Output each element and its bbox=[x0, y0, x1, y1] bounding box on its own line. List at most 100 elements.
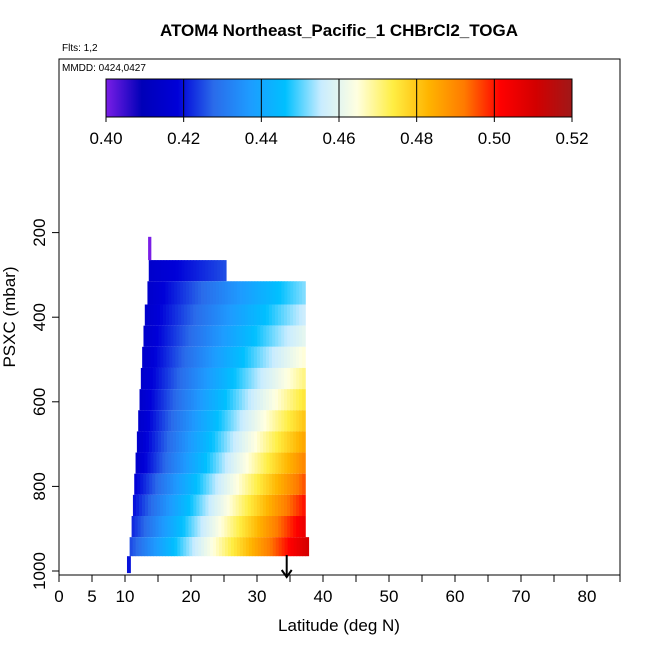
heatmap-cell bbox=[164, 473, 168, 495]
heatmap-cell bbox=[205, 304, 209, 326]
heatmap-cell bbox=[278, 367, 282, 390]
heatmap-cell bbox=[224, 325, 228, 347]
heatmap-cell bbox=[143, 516, 148, 538]
heatmap-cell bbox=[189, 281, 193, 305]
heatmap-cell bbox=[202, 346, 207, 368]
heatmap-cell bbox=[217, 260, 221, 282]
heatmap-cell bbox=[188, 516, 193, 538]
heatmap-cell bbox=[214, 389, 219, 411]
heatmap-cell bbox=[305, 537, 310, 557]
heatmap-cell bbox=[239, 325, 243, 347]
heatmap-cell bbox=[242, 431, 246, 453]
heatmap-cell bbox=[170, 367, 175, 390]
heatmap-cell bbox=[150, 537, 155, 557]
heatmap-cell bbox=[248, 367, 252, 390]
heatmap-cell bbox=[281, 281, 285, 305]
heatmap-cell bbox=[212, 516, 216, 538]
heatmap-cell bbox=[208, 260, 212, 282]
heatmap-cell bbox=[198, 281, 202, 305]
heatmap-cell bbox=[160, 389, 165, 411]
heatmap-cell bbox=[290, 473, 294, 495]
heatmap-cell bbox=[173, 516, 178, 538]
heatmap-cell bbox=[233, 537, 238, 557]
heatmap-cell bbox=[217, 389, 222, 411]
heatmap-cell bbox=[203, 516, 208, 538]
heatmap-cell bbox=[251, 325, 255, 347]
heatmap-cell bbox=[202, 389, 207, 411]
heatmap-cell bbox=[169, 494, 173, 517]
heatmap-cell bbox=[278, 281, 282, 305]
heatmap-cell bbox=[278, 431, 282, 453]
heatmap-cell bbox=[146, 516, 151, 538]
heatmap-cell bbox=[151, 260, 156, 282]
heatmap-cell bbox=[167, 367, 172, 390]
heatmap-cell bbox=[185, 325, 189, 347]
heatmap-cell bbox=[263, 516, 267, 538]
heatmap-cell bbox=[238, 494, 243, 517]
heatmap-cell bbox=[239, 281, 244, 305]
heatmap-cell bbox=[189, 452, 193, 474]
heatmap-cell bbox=[206, 516, 211, 538]
chart-title: ATOM4 Northeast_Pacific_1 CHBrCl2_TOGA bbox=[160, 21, 518, 40]
heatmap-cell bbox=[233, 325, 237, 347]
heatmap-cell bbox=[263, 452, 268, 474]
heatmap-cell bbox=[199, 389, 204, 411]
heatmap-cell bbox=[248, 473, 252, 495]
heatmap-cell bbox=[201, 281, 205, 305]
x-axis: 0 5 10 20 30 40 50 60 70 80 bbox=[54, 575, 621, 606]
heatmap-cell bbox=[189, 537, 193, 557]
heatmap-cell bbox=[180, 537, 184, 557]
heatmap-cell bbox=[178, 494, 182, 517]
heatmap-cell bbox=[208, 494, 213, 517]
heatmap-cell bbox=[194, 367, 199, 390]
heatmap-cell bbox=[302, 281, 306, 305]
heatmap-cell bbox=[205, 494, 210, 517]
heatmap-cell bbox=[171, 410, 175, 432]
heatmap-cell bbox=[250, 389, 255, 411]
heatmap-cell bbox=[191, 516, 196, 538]
heatmap-cell bbox=[284, 325, 288, 347]
heatmap-cell bbox=[157, 431, 162, 453]
heatmap-cell bbox=[156, 304, 161, 326]
heatmap-cell bbox=[209, 367, 214, 390]
heatmap-cell bbox=[293, 473, 297, 495]
heatmap-cell bbox=[185, 473, 189, 495]
heatmap-cell bbox=[211, 260, 215, 282]
heatmap-cell bbox=[162, 304, 167, 326]
heatmap-cell bbox=[168, 452, 172, 474]
heatmap-cell bbox=[158, 516, 163, 538]
heatmap-cell bbox=[293, 367, 297, 390]
heatmap-cell bbox=[221, 367, 226, 390]
heatmap-cell bbox=[284, 389, 288, 411]
heatmap-cell bbox=[169, 389, 174, 411]
heatmap-cell bbox=[227, 516, 231, 538]
heatmap-cell bbox=[266, 431, 270, 453]
heatmap-cell bbox=[266, 367, 270, 390]
heatmap-cell bbox=[230, 431, 234, 453]
heatmap-cell bbox=[284, 367, 288, 390]
heatmap-cell bbox=[233, 473, 237, 495]
heatmap-cell bbox=[172, 431, 177, 453]
heatmap-cell bbox=[277, 494, 282, 517]
heatmap-cell bbox=[278, 452, 282, 474]
heatmap-cell bbox=[250, 494, 255, 517]
heatmap-cell bbox=[302, 537, 307, 557]
heatmap-cell bbox=[191, 410, 196, 432]
heatmap-cell bbox=[181, 389, 186, 411]
heatmap-cell bbox=[268, 346, 273, 368]
heatmap-cell bbox=[256, 346, 261, 368]
heatmap-cell bbox=[136, 431, 141, 453]
heatmap-cell bbox=[257, 537, 262, 557]
heatmap-cell bbox=[178, 431, 183, 453]
heatmap-cell bbox=[162, 281, 166, 305]
y-tick-label: 600 bbox=[30, 388, 49, 416]
heatmap-cell bbox=[269, 452, 274, 474]
heatmap-cell bbox=[296, 516, 300, 538]
heatmap-cell bbox=[260, 473, 264, 495]
heatmap-cell bbox=[269, 281, 274, 305]
heatmap-cell bbox=[281, 325, 285, 347]
heatmap-cell bbox=[239, 410, 244, 432]
heatmap-cell bbox=[271, 304, 276, 326]
heatmap-cell bbox=[232, 304, 237, 326]
heatmap-cell bbox=[165, 281, 169, 305]
